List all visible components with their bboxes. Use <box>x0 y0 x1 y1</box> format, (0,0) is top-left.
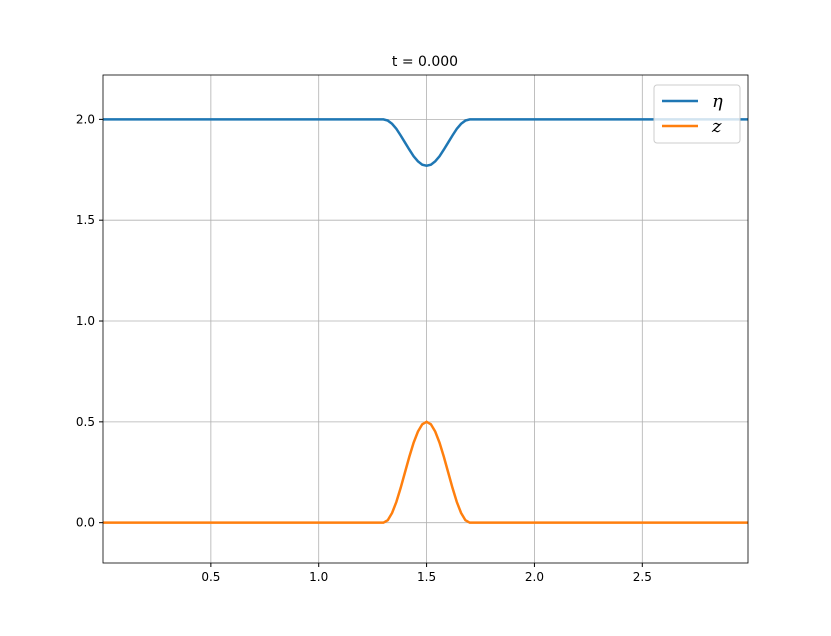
y-tick-label: 2.0 <box>76 112 95 126</box>
y-tick-label: 1.0 <box>76 314 95 328</box>
legend-box <box>653 84 741 144</box>
y-tick-label: 0.0 <box>76 516 95 530</box>
y-tick-label: 0.5 <box>76 415 95 429</box>
y-tick-label: 1.5 <box>76 213 95 227</box>
chart-title: t = 0.000 <box>392 54 458 70</box>
x-tick-label: 2.0 <box>525 570 544 584</box>
legend-label: z <box>711 116 722 137</box>
series-line <box>103 118 748 168</box>
plot-frame <box>102 74 749 564</box>
x-tick-label: 2.5 <box>633 570 652 584</box>
legend-label: η <box>712 91 723 112</box>
x-tick-label: 1.0 <box>309 570 328 584</box>
x-tick-label: 1.5 <box>417 570 436 584</box>
series-line <box>103 420 748 524</box>
legend: ηz <box>653 84 741 144</box>
x-tick-label: 0.5 <box>201 570 220 584</box>
